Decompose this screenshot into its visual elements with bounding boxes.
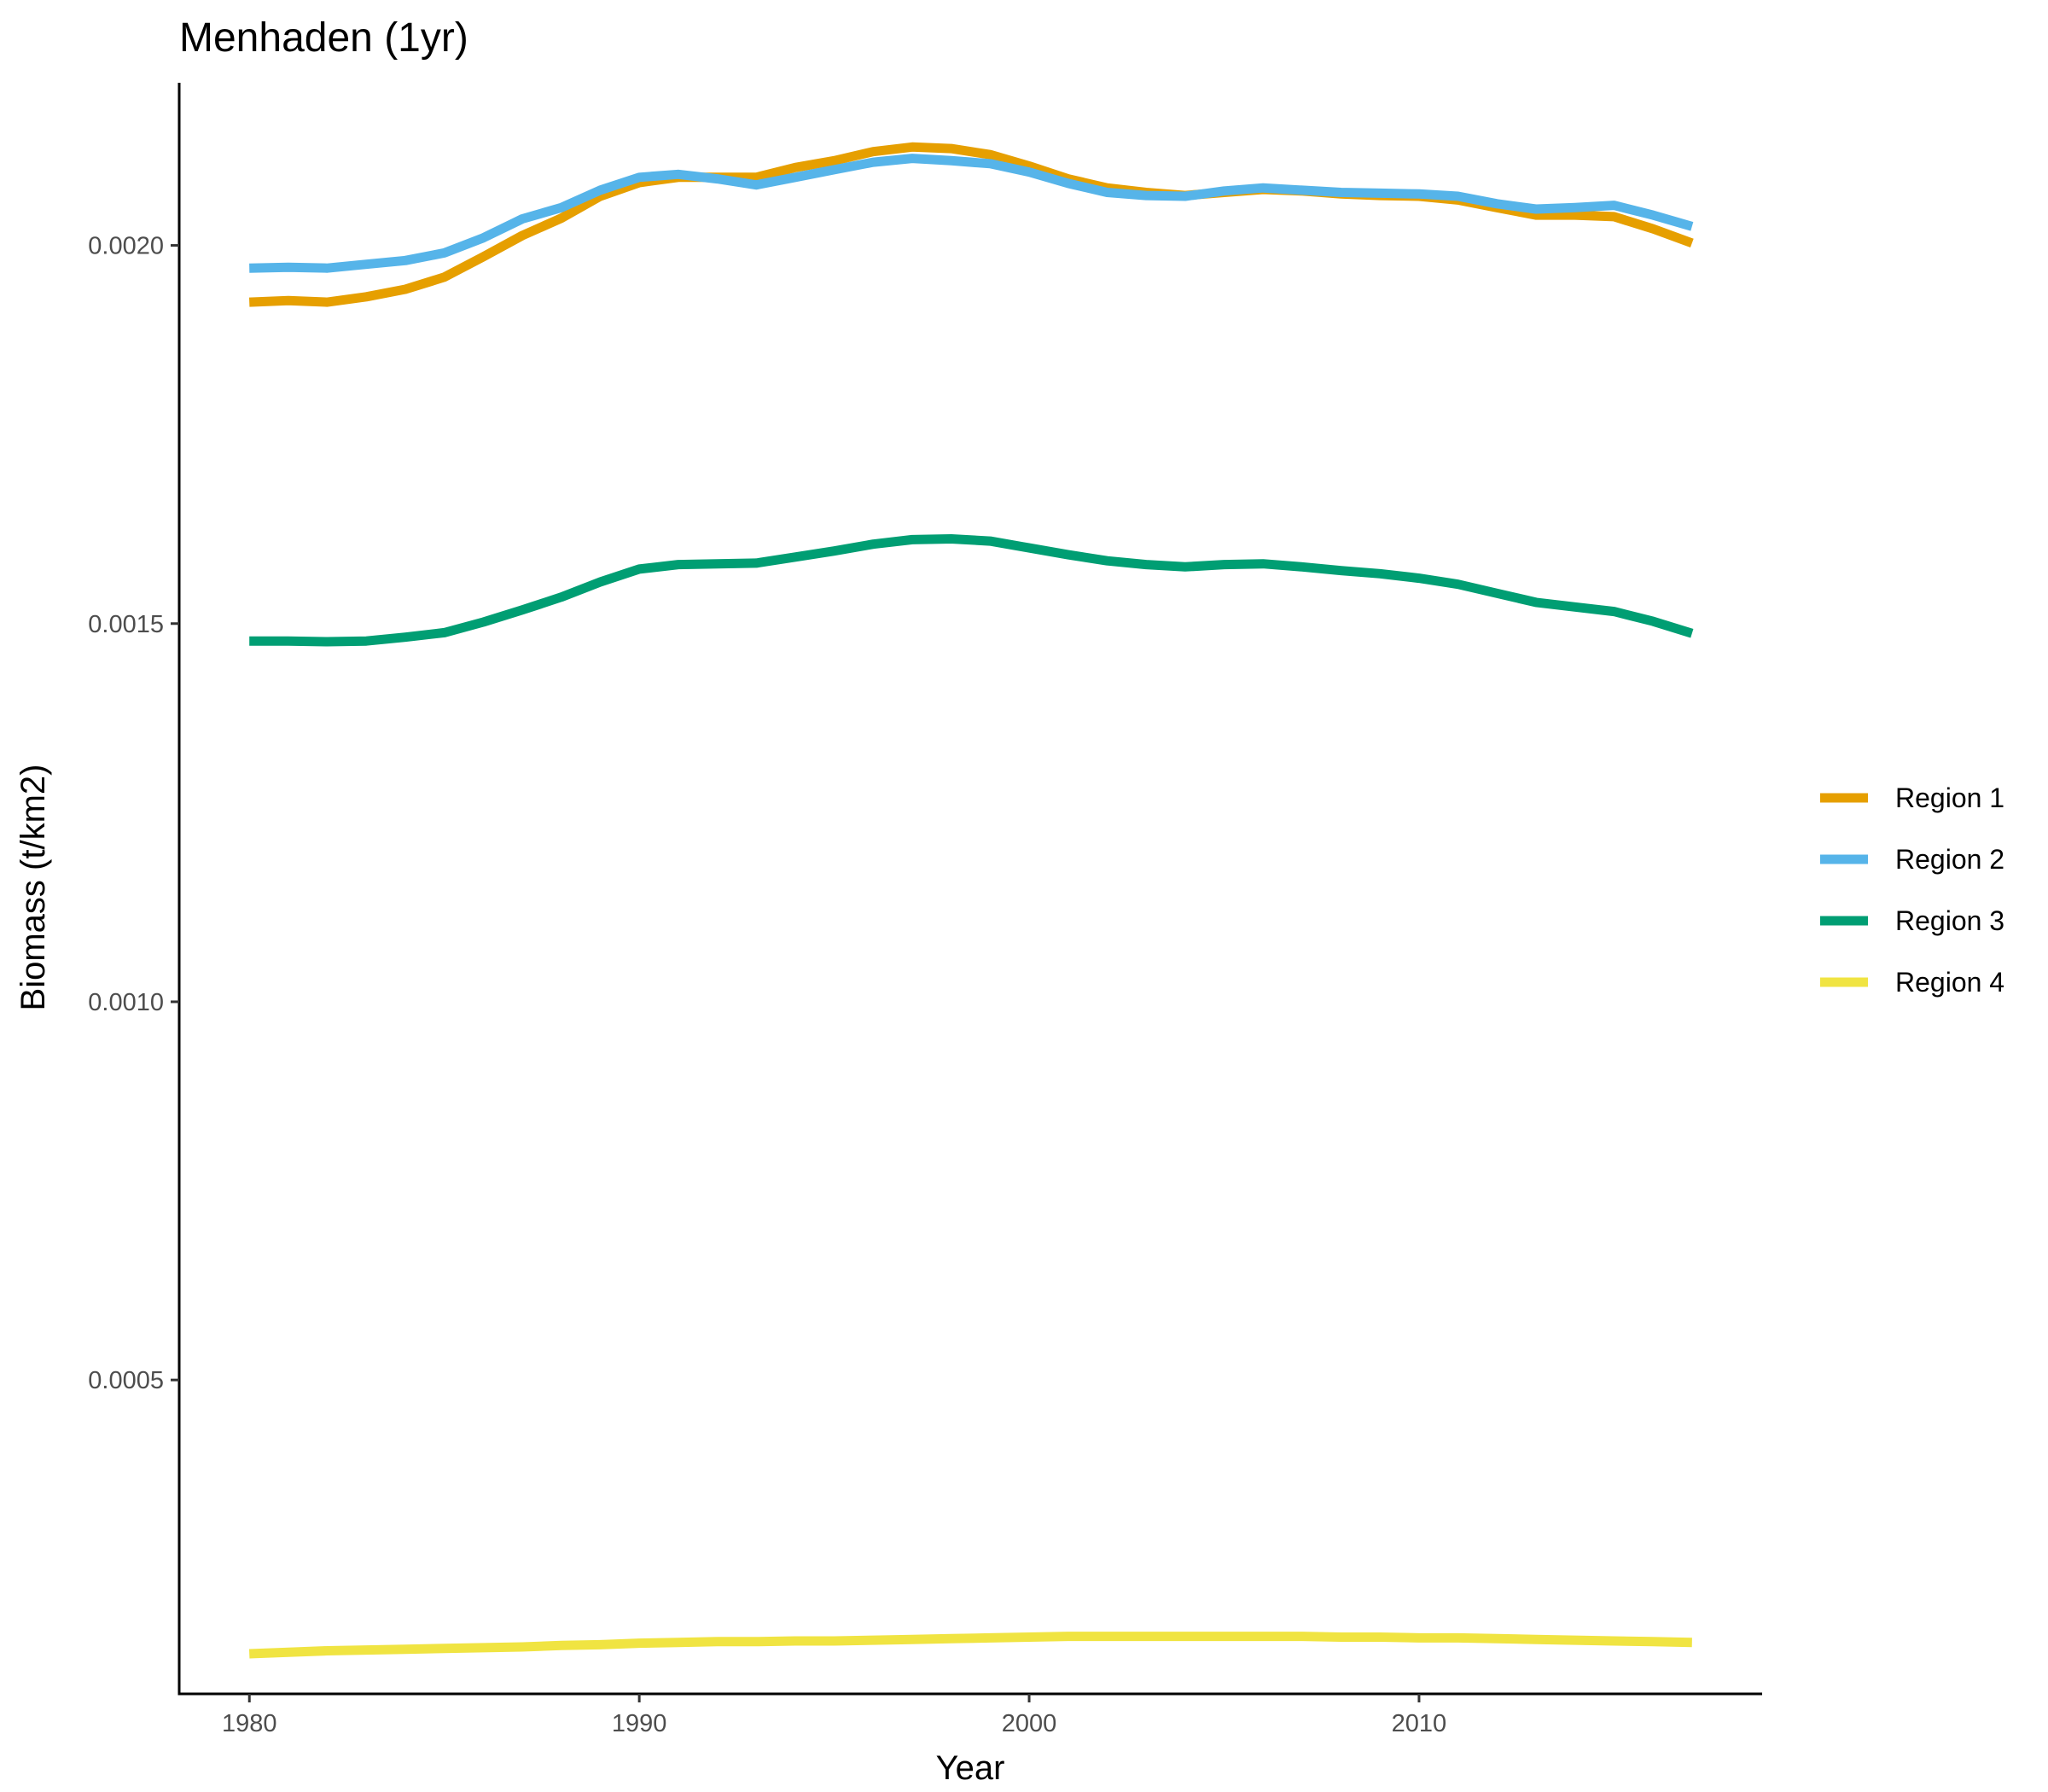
y-tick-label: 0.0015 [88, 611, 164, 638]
y-axis-ticks: 0.0005 0.0010 0.0015 0.0020 [88, 233, 179, 1394]
x-tick-label: 1990 [612, 1710, 667, 1737]
y-axis-title: Biomass (t/km2) [15, 765, 52, 1011]
x-tick-label: 2000 [1002, 1710, 1057, 1737]
series-line-region-4 [248, 1632, 1692, 1659]
x-axis-title: Year [936, 1749, 1005, 1787]
chart-title: Menhaden (1yr) [179, 15, 468, 61]
x-tick-label: 2010 [1392, 1710, 1447, 1737]
legend-label-region-2: Region 2 [1895, 844, 2004, 875]
x-tick-label: 1980 [222, 1710, 277, 1737]
legend-label-region-3: Region 3 [1895, 905, 2004, 936]
y-tick-label: 0.0005 [88, 1367, 164, 1394]
series-line-region-2 [249, 154, 1694, 273]
y-tick-label: 0.0010 [88, 989, 164, 1016]
series-line-region-3 [249, 534, 1694, 647]
legend-label-region-4: Region 4 [1895, 967, 2004, 998]
y-tick-label: 0.0020 [88, 233, 164, 260]
legend-label-region-1: Region 1 [1895, 783, 2004, 813]
series-layer [248, 142, 1694, 1659]
legend: Region 1 Region 2 Region 3 Region 4 [1820, 783, 2004, 998]
x-axis-ticks: 1980 1990 2000 2010 [222, 1694, 1446, 1737]
